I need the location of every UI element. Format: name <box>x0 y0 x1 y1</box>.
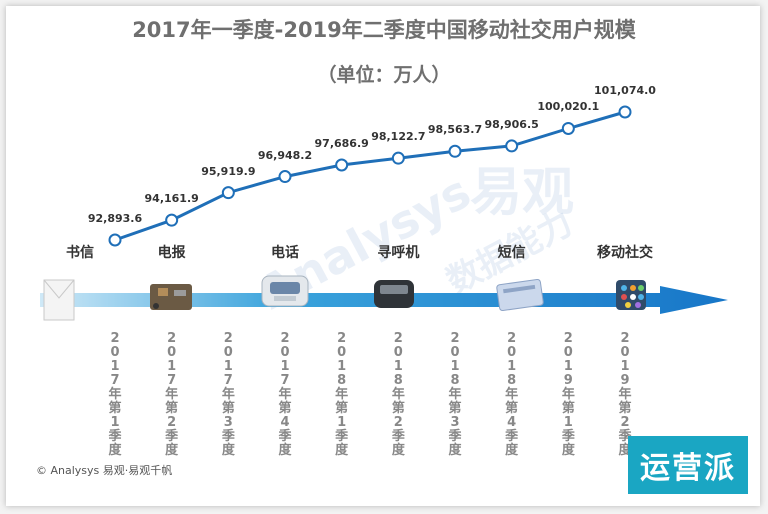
data-point-6 <box>391 151 405 165</box>
quarter-label-9: 2019年第1季度 <box>561 331 575 458</box>
sms-phone-icon <box>496 278 544 312</box>
stage-label-5: 短信 <box>497 245 526 261</box>
quarter-label-7: 2018年第3季度 <box>448 331 462 458</box>
stage-label-3: 电话 <box>271 245 299 261</box>
series-line <box>114 110 626 242</box>
quarter-label-6: 2018年第2季度 <box>391 331 405 458</box>
stage-label-6: 移动社交 <box>597 245 653 261</box>
social-apps-icon <box>616 280 646 310</box>
quarter-label-8: 2018年第4季度 <box>505 331 519 458</box>
value-label-10: 101,074.0 <box>594 84 656 97</box>
value-label-5: 97,686.9 <box>314 136 369 150</box>
value-label-6: 98,122.7 <box>371 130 426 144</box>
data-point-8 <box>505 139 519 153</box>
telegraph-icon <box>150 284 192 310</box>
quarter-label-4: 2017年第4季度 <box>278 331 292 458</box>
data-point-3 <box>221 186 235 200</box>
value-label-1: 92,893.6 <box>87 212 143 225</box>
value-label-3: 95,919.9 <box>201 164 256 178</box>
pager-icon <box>374 280 414 308</box>
value-label-9: 100,020.1 <box>537 100 600 114</box>
data-point-7 <box>448 144 462 158</box>
chart-subtitle: （单位：万人） <box>317 64 451 86</box>
quarter-label-2: 2017年第2季度 <box>165 331 179 458</box>
value-label-7: 98,563.7 <box>427 123 483 137</box>
stage-label-4: 寻呼机 <box>377 245 420 261</box>
value-label-2: 94,161.9 <box>144 192 199 206</box>
data-point-9 <box>561 121 575 135</box>
quarter-label-5: 2018年第1季度 <box>335 331 349 458</box>
copyright-text: © Analysys 易观·易观千帆 <box>36 464 173 477</box>
letter-icon <box>43 279 75 321</box>
stage-label-2: 电报 <box>157 245 186 261</box>
quarter-label-1: 2017年第1季度 <box>108 331 122 458</box>
data-point-2 <box>165 213 179 227</box>
data-point-4 <box>278 170 292 184</box>
stage-label-1: 书信 <box>66 245 94 261</box>
data-point-5 <box>335 158 349 172</box>
value-label-8: 98,906.5 <box>484 117 539 131</box>
quarter-label-3: 2017年第3季度 <box>221 331 235 458</box>
data-point-1 <box>108 233 122 247</box>
data-point-10 <box>618 105 632 119</box>
chart-frame <box>6 6 760 506</box>
telephone-icon <box>261 275 309 307</box>
brand-badge: 运营派 <box>628 436 748 494</box>
value-label-4: 96,948.2 <box>257 148 313 162</box>
chart-title: 2017年一季度-2019年二季度中国移动社交用户规模 <box>132 18 636 42</box>
